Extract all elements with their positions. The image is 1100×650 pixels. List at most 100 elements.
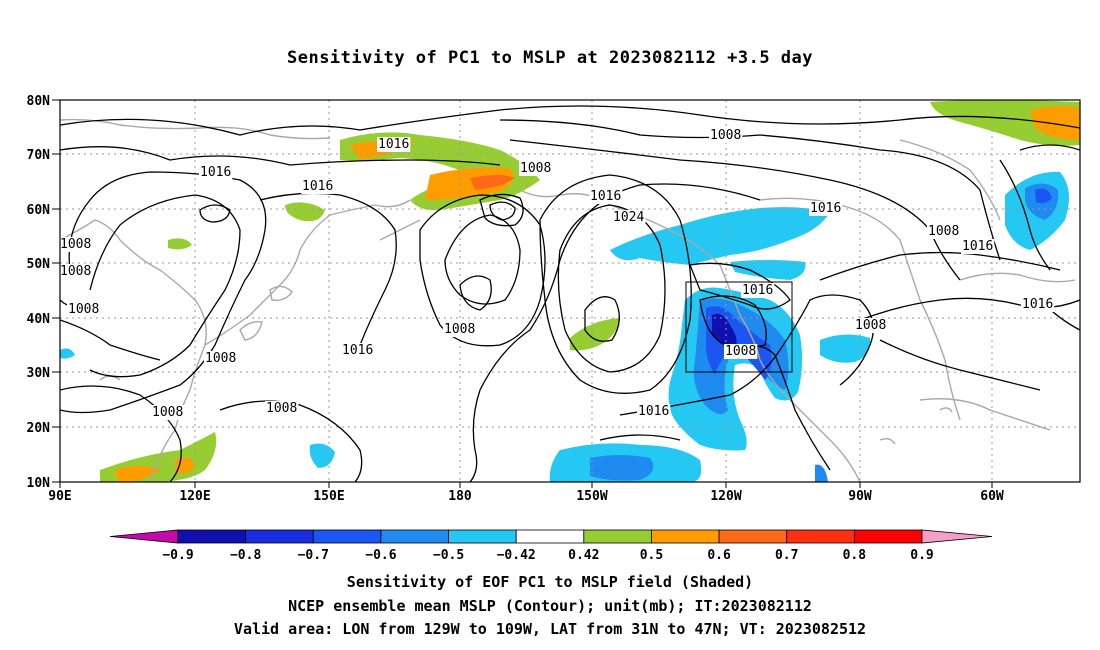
colorbar-swatch — [718, 529, 788, 544]
contour-label-bg — [59, 264, 93, 279]
contour-label-bg — [204, 351, 238, 366]
lon-label: 120E — [179, 489, 210, 504]
colorbar-tick-label: −0.6 — [365, 548, 396, 563]
contour-label-bg — [59, 237, 93, 252]
contour-label: 1008 — [520, 161, 551, 176]
latitude-labels: 80N 70N 60N 50N 40N 30N 20N 10N — [27, 94, 51, 491]
caption-line-2: NCEP ensemble mean MSLP (Contour); unit(… — [288, 597, 812, 615]
colorbar-tick-label: 0.8 — [843, 548, 867, 563]
colorbar-tick-label: −0.5 — [433, 548, 464, 563]
colorbar-min-arrow — [109, 529, 179, 544]
contour-label-bg — [809, 201, 843, 216]
lon-label: 90W — [848, 489, 872, 504]
lat-label: 60N — [27, 203, 51, 218]
contour-label-bg — [199, 165, 233, 180]
caption-line-3: Valid area: LON from 129W to 109W, LAT f… — [233, 620, 867, 638]
positive-patch — [470, 175, 515, 190]
contour-label-bg — [961, 239, 995, 254]
colorbar-swatch — [651, 529, 720, 544]
contour-label: 1008 — [266, 401, 297, 416]
colorbar-swatch — [515, 529, 585, 544]
map-frame — [59, 99, 1081, 483]
lat-label: 10N — [27, 476, 51, 491]
lon-label: 60W — [980, 489, 1004, 504]
contour-label-bg — [927, 224, 961, 239]
colorbar-swatch — [853, 529, 923, 544]
map-area — [60, 100, 1080, 482]
lat-label: 50N — [27, 257, 51, 272]
negative-patch — [815, 464, 828, 482]
axis-ticks — [52, 99, 993, 488]
contour-label-bg — [265, 401, 299, 416]
contour-label: 1008 — [68, 302, 99, 317]
contour-label-bg — [741, 283, 775, 298]
colorbar-max-arrow — [921, 529, 993, 544]
negative-patch — [1035, 188, 1052, 204]
colorbar-swatch — [312, 529, 382, 544]
contour-label-bg — [519, 161, 553, 176]
negative-patch — [730, 260, 806, 280]
graticule — [60, 100, 1080, 482]
contour-label: 1008 — [205, 351, 236, 366]
contour-label-bg — [301, 179, 335, 194]
positive-patch — [570, 318, 620, 351]
contour-label: 1016 — [302, 179, 333, 194]
colorbar — [109, 529, 993, 544]
contour-label-bg — [67, 302, 101, 317]
colorbar-tick-label: 0.6 — [707, 548, 731, 563]
caption-line-1: Sensitivity of EOF PC1 to MSLP field (Sh… — [346, 573, 754, 591]
positive-patch — [168, 238, 192, 250]
colorbar-swatch — [380, 529, 449, 544]
lon-label: 180 — [448, 489, 472, 504]
positive-patch — [1030, 106, 1080, 140]
lat-label: 70N — [27, 148, 51, 163]
colorbar-labels: −0.9 −0.8 −0.7 −0.6 −0.5 −0.42 0.42 0.5 0.6 0.7 0.… — [162, 548, 933, 563]
negative-patch — [820, 334, 871, 363]
colorbar-swatch — [448, 529, 517, 544]
contour-label: 1008 — [60, 237, 91, 252]
contour-label: 1024 — [613, 210, 644, 225]
contour-label-bg — [341, 343, 375, 358]
lat-label: 30N — [27, 366, 51, 381]
contour-label-bg — [612, 210, 646, 225]
contour-label-bg — [151, 405, 185, 420]
colorbar-tick-label: 0.7 — [775, 548, 798, 563]
contour-label-bg — [724, 344, 758, 359]
colorbar-tick-label: −0.7 — [298, 548, 329, 563]
lat-label: 40N — [27, 312, 51, 327]
lon-label: 150W — [576, 489, 607, 504]
valid-area-box — [685, 281, 793, 373]
contour-label: 1016 — [1022, 297, 1053, 312]
colorbar-tick-label: −0.42 — [497, 548, 536, 563]
contour-label-bg — [709, 128, 743, 143]
lat-label: 20N — [27, 421, 51, 436]
lat-label: 80N — [27, 94, 51, 109]
lon-label: 90E — [48, 489, 71, 504]
sensitivity-shading — [60, 100, 1080, 482]
negative-patch — [590, 455, 654, 481]
colorbar-swatch — [177, 529, 247, 544]
contour-label: 1008 — [725, 344, 756, 359]
map-title: Sensitivity of PC1 to MSLP at 2023082112… — [286, 48, 813, 68]
contour-label: 1016 — [742, 283, 773, 298]
mslp-contours — [60, 105, 1080, 482]
contour-label: 1016 — [200, 165, 231, 180]
positive-patch — [285, 202, 325, 222]
lon-label: 120W — [710, 489, 741, 504]
contour-label: 1008 — [855, 318, 886, 333]
contour-label-bg — [637, 404, 671, 419]
contour-label-bg — [443, 322, 477, 337]
contour-label: 1008 — [444, 322, 475, 337]
negative-patch — [610, 207, 830, 265]
colorbar-tick-label: −0.8 — [230, 548, 261, 563]
contour-label: 1016 — [342, 343, 373, 358]
colorbar-tick-label: 0.5 — [640, 548, 663, 563]
colorbar-swatch — [786, 529, 855, 544]
contour-label-bg — [377, 137, 411, 152]
contour-label: 1016 — [638, 404, 669, 419]
contour-label: 1008 — [710, 128, 741, 143]
contour-label-bg — [854, 318, 888, 333]
contour-label: 1016 — [810, 201, 841, 216]
positive-patch — [115, 466, 160, 482]
